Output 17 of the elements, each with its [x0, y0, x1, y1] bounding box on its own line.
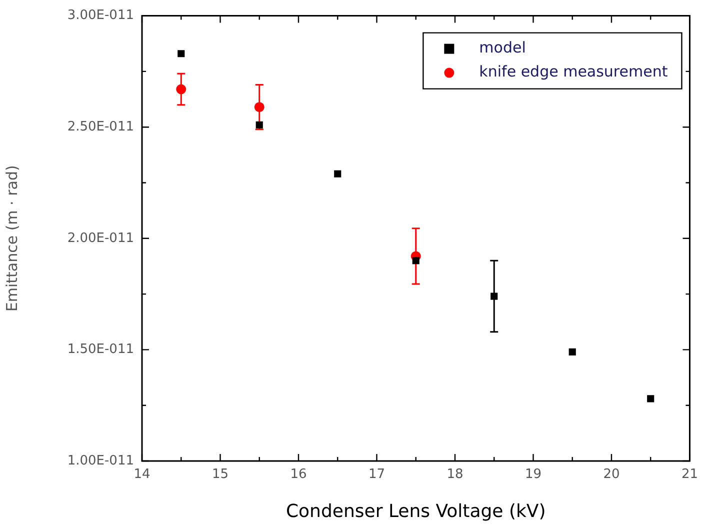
x-tick-label: 17	[368, 467, 386, 482]
x-axis-title: Condenser Lens Voltage (kV)	[286, 500, 546, 522]
y-axis-title: Emittance (m · rad)	[2, 165, 21, 312]
legend-label: knife edge measurement	[479, 62, 668, 81]
x-tick-label: 20	[603, 467, 620, 482]
x-tick-label: 18	[446, 467, 464, 482]
x-tick-label: 21	[681, 467, 698, 482]
x-tick-label: 15	[212, 467, 229, 482]
y-tick-label: 2.00E-011	[67, 230, 134, 246]
legend-label: model	[479, 38, 526, 57]
x-tick-label: 16	[290, 467, 307, 482]
y-tick-label: 3.00E-011	[67, 8, 134, 24]
x-tick-label: 14	[134, 467, 150, 482]
x-tick-label: 19	[524, 467, 542, 482]
y-tick-label: 2.50E-011	[67, 119, 134, 134]
y-tick-label: 1.00E-011	[67, 453, 134, 468]
y-tick-label: 1.50E-011	[67, 342, 134, 358]
